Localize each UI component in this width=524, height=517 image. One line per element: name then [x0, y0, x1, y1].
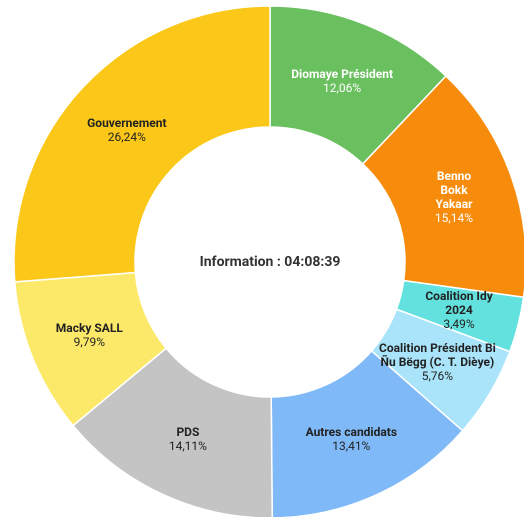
value-label: 26,24% [107, 129, 146, 144]
category-label: Autres candidats [305, 425, 398, 440]
slice [270, 349, 464, 517]
category-label: Macky SALL [55, 321, 123, 336]
slice-label: Benno Bokk Yakaar 15,14% [424, 169, 484, 225]
slice-label: Macky SALL 9,79% [44, 321, 134, 349]
category-label: Benno Bokk Yakaar [435, 169, 473, 212]
value-label: 12,06% [323, 80, 362, 95]
value-label: 5,76% [421, 369, 454, 383]
category-label: Coalition Président Bi Ñu Bëgg (C. T. Di… [379, 341, 496, 369]
slice-label: Gouvernement 26,24% [67, 116, 187, 144]
value-label: 3,49% [443, 316, 475, 331]
slice-label: Diomaye Président 12,06% [277, 67, 407, 95]
value-label: 15,14% [434, 211, 474, 226]
slice-label: Coalition Président Bi Ñu Bëgg (C. T. Di… [375, 341, 500, 383]
category-label: Diomaye Président [291, 66, 393, 81]
slice-label: Autres candidats 13,41% [291, 425, 411, 453]
center-text: Information : 04:08:39 [199, 254, 341, 270]
slice [72, 347, 273, 517]
slice-label: Coalition Idy 2024 3,49% [414, 289, 504, 331]
value-label: 14,11% [168, 438, 207, 453]
value-label: 9,79% [73, 335, 105, 350]
category-label: Gouvernement [87, 115, 167, 130]
category-label: Coalition Idy 2024 [425, 288, 493, 317]
value-label: 13,41% [332, 439, 371, 454]
category-label: PDS [176, 424, 200, 439]
slice [13, 5, 271, 283]
slice-label: PDS 14,11% [138, 425, 238, 453]
slice [361, 74, 524, 299]
